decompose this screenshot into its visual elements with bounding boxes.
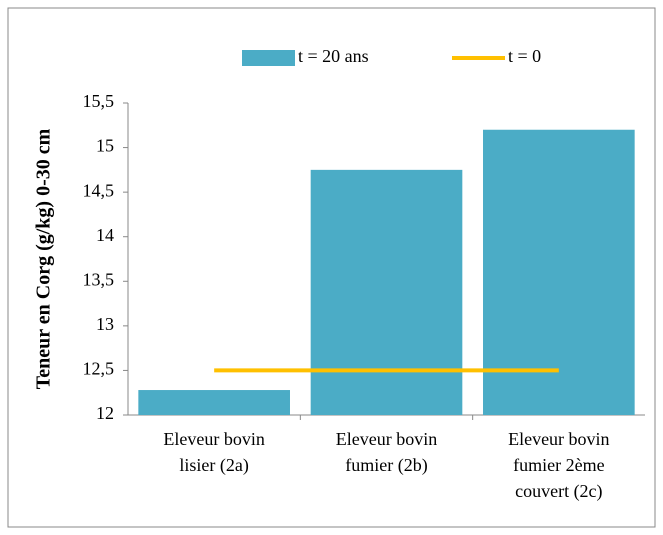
y-axis-label: Teneur en Corg (g/kg) 0-30 cm	[33, 128, 55, 389]
bar	[138, 390, 290, 415]
y-tick-label: 12	[96, 403, 114, 423]
bar	[310, 169, 463, 415]
x-tick-label: Eleveur bovin fumier 2ème couvert (2c)	[508, 429, 609, 502]
legend-swatch	[242, 50, 295, 66]
y-tick-label: 15,5	[83, 91, 115, 111]
y-tick-label: 15	[96, 136, 114, 156]
x-tick-label: Eleveur bovin lisier (2a)	[163, 429, 264, 476]
y-tick-label: 13	[96, 314, 114, 334]
y-tick-label: 12,5	[83, 359, 115, 379]
y-tick-label: 14,5	[83, 180, 115, 200]
legend-label: t = 0	[508, 46, 541, 66]
x-tick-label: Eleveur bovin fumier (2b)	[336, 429, 437, 476]
y-tick-label: 14	[96, 225, 114, 245]
y-tick-label: 13,5	[83, 269, 115, 289]
bar	[483, 129, 635, 415]
legend-label: t = 20 ans	[298, 46, 369, 66]
